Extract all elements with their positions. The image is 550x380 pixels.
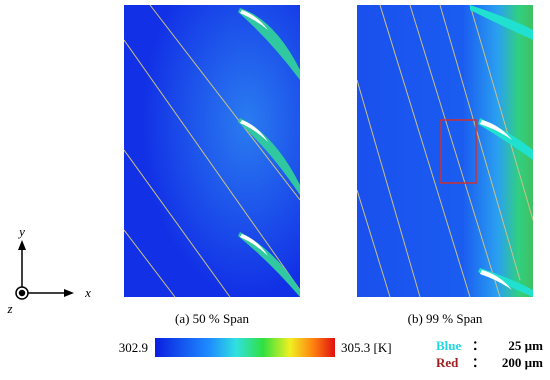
axis-label: y (17, 224, 25, 239)
legend-sep: ： (472, 338, 485, 353)
panel-caption: (a) 50 % Span (175, 311, 250, 326)
panel-b-image (357, 5, 533, 297)
legend-value: 25 µm (508, 338, 543, 353)
axis-label: x (84, 285, 91, 300)
axis-indicator (15, 240, 74, 300)
axis-label: z (6, 301, 12, 316)
colorbar (155, 338, 335, 357)
legend-name: Red (436, 355, 459, 370)
panel-a-image (124, 5, 300, 297)
legend-name: Blue (436, 338, 462, 353)
colorbar-min-label: 302.9 (119, 340, 148, 355)
legend-sep: ： (472, 355, 485, 370)
legend-value: 200 µm (502, 355, 543, 370)
panel-caption: (b) 99 % Span (408, 311, 483, 326)
colorbar-max-label: 305.3 [K] (341, 340, 392, 355)
